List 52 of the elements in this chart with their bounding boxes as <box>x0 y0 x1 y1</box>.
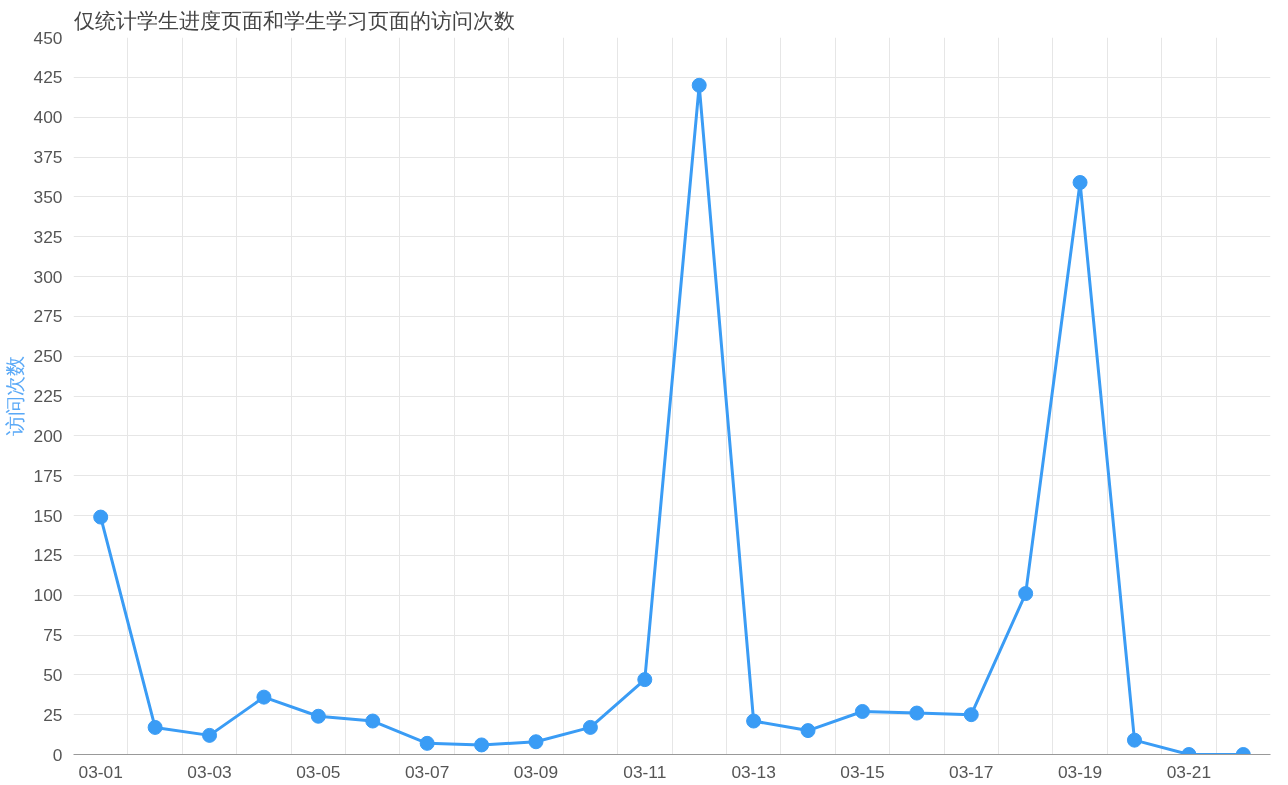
y-tick-label: 125 <box>33 545 63 566</box>
y-tick-label: 250 <box>33 346 63 367</box>
point <box>419 735 435 751</box>
x-tick-label: 03-07 <box>405 761 450 782</box>
x-tick-label: 03-19 <box>1057 761 1103 782</box>
y-tick-label: 150 <box>33 505 63 526</box>
x-tick-label: 03-03 <box>187 761 232 782</box>
point <box>310 708 326 724</box>
point <box>582 719 598 735</box>
x-tick-label: 03-21 <box>1166 761 1212 782</box>
point <box>800 723 816 739</box>
y-tick-label: 25 <box>43 704 63 725</box>
x-tick-label: 03-13 <box>731 761 776 782</box>
y-tick-label: 175 <box>33 465 63 486</box>
x-tick-label: 03-09 <box>513 761 559 782</box>
x-tick-label: 03-01 <box>78 761 123 782</box>
y-tick-label: 400 <box>33 107 63 128</box>
point <box>202 727 218 743</box>
point <box>1072 175 1088 190</box>
y-tick-label: 275 <box>33 306 63 327</box>
point <box>854 703 870 719</box>
y-tick-label: 50 <box>43 664 63 685</box>
point <box>1126 732 1142 748</box>
point <box>256 689 272 705</box>
point <box>93 509 109 525</box>
y-tick-label: 350 <box>33 186 63 207</box>
point <box>691 77 707 93</box>
x-tick-label: 03-05 <box>296 761 341 782</box>
point <box>909 705 925 721</box>
y-tick-label: 100 <box>33 585 63 606</box>
point <box>147 719 163 735</box>
x-tick-label: 03-15 <box>840 761 885 782</box>
x-tick-label: 03-11 <box>623 761 667 782</box>
y-tick-label: 450 <box>33 27 63 48</box>
y-tick-label: 300 <box>33 266 63 287</box>
point <box>528 734 544 750</box>
chart-title: 仅统计学生进度页面和学生学习页面的访问次数 <box>73 7 515 33</box>
y-axis-title: 访问次数 <box>3 356 26 436</box>
y-tick-label: 200 <box>33 425 63 446</box>
point <box>963 707 979 723</box>
y-tick-label: 0 <box>52 744 63 765</box>
y-tick-label: 425 <box>33 67 63 88</box>
point <box>474 737 490 753</box>
y-tick-label: 375 <box>33 147 63 167</box>
point <box>365 713 381 729</box>
y-tick-label: 325 <box>33 226 63 247</box>
y-tick-label: 75 <box>43 625 63 645</box>
point <box>1018 586 1034 602</box>
point <box>746 713 762 729</box>
y-tick-label: 225 <box>33 386 63 406</box>
point <box>637 672 653 688</box>
x-tick-label: 03-17 <box>949 761 994 782</box>
